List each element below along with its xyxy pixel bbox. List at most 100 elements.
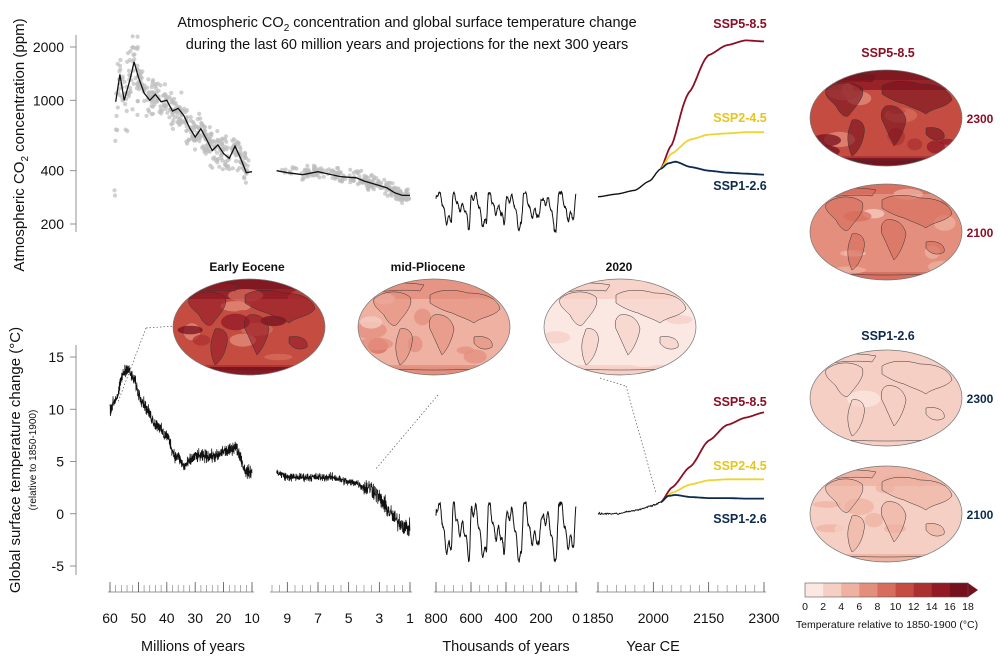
co2-proxy-point xyxy=(135,112,140,117)
map-fill xyxy=(173,279,325,375)
co2-proxy-point xyxy=(197,111,202,116)
map-continent xyxy=(210,328,228,366)
map-outline xyxy=(543,278,697,376)
map-anomaly xyxy=(936,504,962,521)
future-map xyxy=(809,183,963,281)
co2-proxy-point xyxy=(202,129,208,134)
co2-proxy-point xyxy=(113,138,118,143)
co2-y-tick-label: 400 xyxy=(41,163,65,179)
labels-layer: SSP5-8.5 SSP2-4.5 SSP1-2.6 SSP5-8.5 SSP2-4.5… xyxy=(209,17,993,526)
co2-proxy-point xyxy=(177,118,182,123)
map-fill xyxy=(544,279,696,375)
map-fill xyxy=(358,279,510,375)
co2-proxy-point xyxy=(135,99,140,104)
map-continent xyxy=(881,195,953,229)
co2-proxy-point xyxy=(132,52,137,57)
x-axis-label: Year CE xyxy=(626,639,680,655)
co2-proxy-point xyxy=(145,85,150,90)
map-continent xyxy=(881,477,953,511)
map-anomaly xyxy=(550,346,564,357)
co2-proxy-point xyxy=(224,139,229,144)
co2-proxy-point xyxy=(188,118,193,123)
colorbar-swatch xyxy=(913,583,933,597)
map-anomaly xyxy=(928,260,957,273)
co2-proxy-point xyxy=(172,101,177,106)
temperature-axis-sublabel: (relative to 1850-1900) xyxy=(28,410,39,511)
map-band xyxy=(173,279,325,289)
co2-axis-label: Atmospheric CO2 concentration (ppm) xyxy=(11,18,31,271)
co2-proxy-point xyxy=(357,174,362,179)
map-connector xyxy=(625,385,657,494)
co2-proxy-point xyxy=(246,158,251,163)
co2-proxy-point xyxy=(311,168,316,173)
temp-ssp2-4.5-line xyxy=(660,478,764,504)
temp-ssp126-label: SSP1-2.6 xyxy=(713,512,767,526)
co2-proxy-point xyxy=(210,139,215,144)
map-outline xyxy=(809,349,963,447)
co2-proxy-point xyxy=(158,83,163,88)
colorbar-swatch xyxy=(841,583,860,597)
map-continent xyxy=(825,196,864,231)
colorbar-swatch xyxy=(931,583,951,597)
co2-proxy-point xyxy=(355,169,360,174)
map-fill xyxy=(810,184,962,280)
map-connector xyxy=(117,327,147,403)
x-tick-label: 50 xyxy=(131,610,147,626)
co2-proxy-point xyxy=(309,173,314,178)
x-tick-label: 40 xyxy=(159,610,175,626)
co2-proxy-point xyxy=(290,165,295,170)
co2-proxy-point xyxy=(237,165,242,171)
future-map-year: 2100 xyxy=(967,508,994,522)
map-continent xyxy=(373,291,412,326)
map-continent xyxy=(659,336,679,350)
map-anomaly xyxy=(177,325,203,335)
co2-proxy-point xyxy=(201,144,206,149)
map-continent xyxy=(614,314,641,356)
co2-proxy-point xyxy=(115,61,120,66)
co2-proxy-point xyxy=(330,168,335,173)
co2-proxy-point xyxy=(152,102,157,107)
colorbar-tick-label: 18 xyxy=(962,601,974,613)
map-continent xyxy=(847,119,865,157)
co2-proxy-point xyxy=(115,105,120,110)
map-anomaly xyxy=(926,140,945,154)
colorbar-arrow xyxy=(968,583,978,597)
co2-proxy-point xyxy=(404,190,409,195)
co2-proxy-point xyxy=(160,93,165,98)
map-continent xyxy=(881,81,953,115)
temp-y-tick-label: 10 xyxy=(48,401,64,417)
colorbar-tick-label: 0 xyxy=(802,601,808,613)
co2-proxy-point xyxy=(142,98,147,104)
co2-proxy-point xyxy=(192,147,198,152)
co2-proxy-point xyxy=(186,137,191,142)
map-continent xyxy=(188,291,227,326)
map-anomaly xyxy=(862,136,896,154)
future-map xyxy=(809,465,963,563)
colorbar-tick-label: 2 xyxy=(820,601,826,613)
map-early-eocene xyxy=(172,278,326,376)
co2-proxy-point xyxy=(397,189,402,194)
temp-ssp245-label: SSP2-4.5 xyxy=(713,459,767,473)
co2-proxy-point xyxy=(351,170,356,175)
co2-proxy-point xyxy=(347,173,352,178)
co2-proxy-point xyxy=(370,185,375,190)
co2-proxy-point xyxy=(324,168,329,173)
colorbar-tick-label: 8 xyxy=(875,601,881,613)
map-continent xyxy=(615,290,687,324)
colorbar-swatch xyxy=(877,583,896,597)
map-continent xyxy=(581,328,599,366)
co2-proxy-point xyxy=(234,159,239,164)
co2-proxy-point xyxy=(390,181,395,186)
map-outline xyxy=(357,278,511,376)
map-continent xyxy=(825,82,864,117)
map-continent xyxy=(881,361,953,395)
co2-historical-line xyxy=(597,168,662,198)
co2-ssp1-2.6-line xyxy=(660,160,765,176)
co2-proxy-point xyxy=(301,175,306,180)
x-tick-label: 2300 xyxy=(748,610,779,626)
map-continent xyxy=(847,515,865,553)
map-connector xyxy=(374,394,439,471)
chart-title-line2: during the last 60 million years and pro… xyxy=(186,37,629,53)
co2-proxy-point xyxy=(382,177,387,182)
